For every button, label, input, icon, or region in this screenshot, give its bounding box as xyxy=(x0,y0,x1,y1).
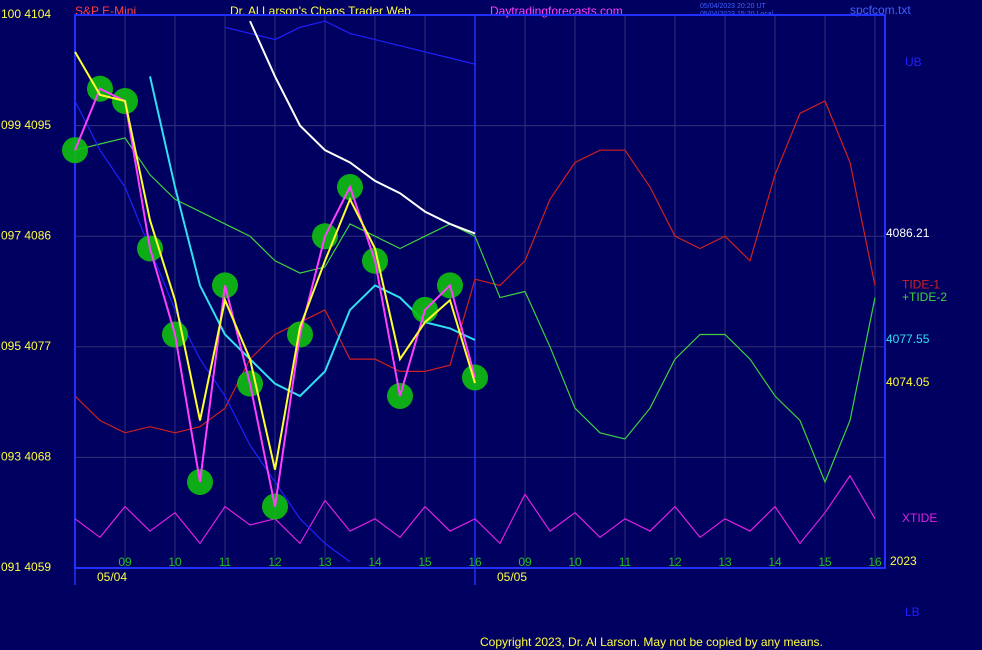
symbol: S&P E-Mini xyxy=(75,4,136,18)
x-tick-label: 14 xyxy=(768,555,782,569)
series-line xyxy=(224,20,476,65)
legend-label: TIDE-1 xyxy=(902,278,940,292)
y-tick-label: 091 4059 xyxy=(1,560,51,574)
end-value-label: 4074.05 xyxy=(886,375,930,389)
x-tick-label: 09 xyxy=(518,555,532,569)
year: 2023 xyxy=(890,554,917,568)
series-line xyxy=(74,51,476,470)
legend-label: UB xyxy=(905,55,922,69)
series-line xyxy=(74,137,876,484)
x-tick-label: 11 xyxy=(219,555,232,569)
y-tick-label: 099 4095 xyxy=(1,118,51,132)
timestamp: 05/04/2023 20:20 UT xyxy=(700,3,766,10)
y-tick-label: 095 4077 xyxy=(1,339,51,353)
series-line xyxy=(249,20,476,235)
x-tick-label: 14 xyxy=(368,555,382,569)
x-tick-label: 15 xyxy=(418,555,432,569)
legend-label: LB xyxy=(905,605,920,619)
price-blob xyxy=(462,364,488,391)
y-tick-label: 097 4086 xyxy=(1,228,51,242)
y-tick-label: 093 4068 xyxy=(1,450,51,464)
x-tick-label: 10 xyxy=(568,555,582,569)
x-tick-label: 13 xyxy=(318,555,332,569)
chart-title: Dr. Al Larson's Chaos Trader Web xyxy=(230,4,411,18)
y-tick-label: 100 4104 xyxy=(1,7,51,21)
x-tick-label: 13 xyxy=(718,555,732,569)
end-value-label: 4077.55 xyxy=(886,332,930,346)
legend-label: XTIDE xyxy=(902,511,937,525)
x-tick-label: 12 xyxy=(668,555,682,569)
x-tick-label: 16 xyxy=(868,555,882,569)
end-value-label: 4086.21 xyxy=(886,226,930,240)
date-label: 05/05 xyxy=(497,570,527,584)
x-tick-label: 09 xyxy=(118,555,132,569)
date-label: 05/04 xyxy=(97,570,127,584)
site: Daytradingforecasts.com xyxy=(490,4,623,18)
x-tick-label: 11 xyxy=(619,555,632,569)
x-tick-label: 10 xyxy=(168,555,182,569)
series-line xyxy=(74,87,476,507)
file-name: spcfcom.txt xyxy=(850,3,911,17)
x-tick-label: 15 xyxy=(818,555,832,569)
legend-label: +TIDE-2 xyxy=(902,290,947,304)
series-line xyxy=(74,474,876,545)
copyright: Copyright 2023, Dr. Al Larson. May not b… xyxy=(480,635,823,649)
x-tick-label: 12 xyxy=(268,555,282,569)
